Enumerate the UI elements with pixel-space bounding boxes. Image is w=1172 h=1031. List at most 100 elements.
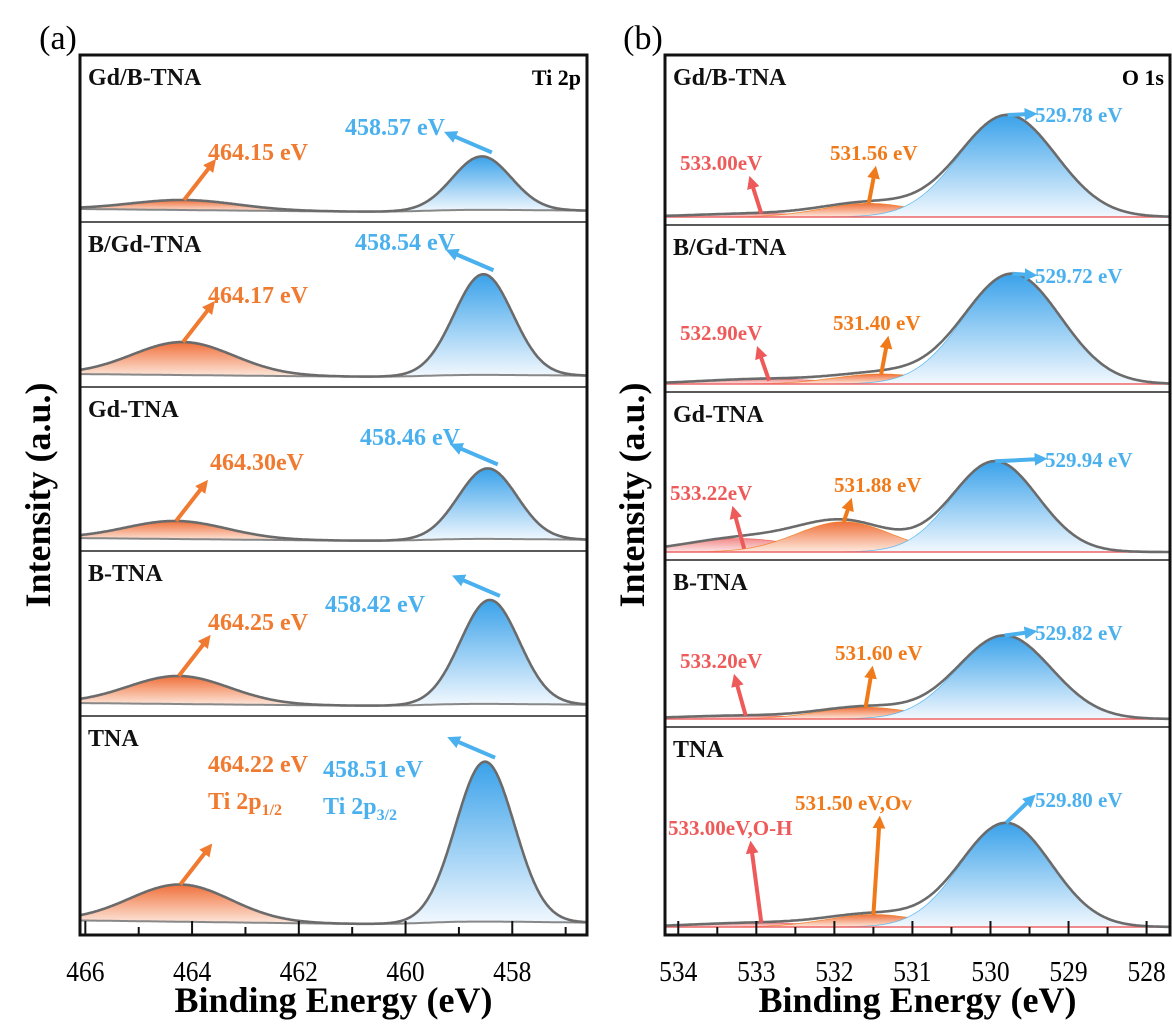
peak-arrow bbox=[1007, 107, 1038, 121]
peak-fill-ti2p12 bbox=[80, 884, 587, 924]
x-tick-label: 466 bbox=[66, 956, 104, 988]
x-tick-label: 532 bbox=[815, 956, 853, 988]
peak-label: 458.46 eV bbox=[360, 425, 461, 451]
x-tick-label: 529 bbox=[1049, 956, 1087, 988]
peak-label: 531.56 eV bbox=[830, 141, 918, 165]
peak-label: 532.90eV bbox=[680, 321, 762, 345]
peak-label: 458.57 eV bbox=[345, 115, 446, 141]
peak-arrow bbox=[866, 165, 880, 204]
x-tick-label: 458 bbox=[493, 956, 531, 988]
panel-label: (b) bbox=[623, 20, 663, 57]
envelope-line bbox=[79, 598, 588, 707]
envelope-line bbox=[664, 821, 1170, 929]
peak-arrow bbox=[449, 443, 499, 467]
envelope-line bbox=[665, 113, 1170, 218]
core-level-title: O 1s bbox=[1122, 65, 1165, 90]
sample-label: TNA bbox=[88, 726, 139, 752]
sublabel-subscript: 1/2 bbox=[262, 802, 282, 819]
x-axis-label: Binding Energy (eV) bbox=[174, 980, 492, 1020]
peak-label: 464.22 eV bbox=[208, 752, 309, 778]
plot-frame bbox=[78, 53, 589, 937]
peak-arrow bbox=[745, 840, 764, 924]
y-axis-label: Intensity (a.u.) bbox=[18, 382, 58, 607]
envelope-line bbox=[664, 272, 1170, 385]
peak-label: 464.15 eV bbox=[208, 140, 309, 166]
peak-label: 533.00eV bbox=[680, 151, 762, 175]
panel-b: (b) Gd/B-TNA 533.00eV 531.56 eV 529.78 eV B/G… bbox=[612, 20, 1172, 1020]
peak-arrow bbox=[445, 248, 495, 273]
peak-fill-ti2p12 bbox=[80, 200, 587, 212]
peak-arrow bbox=[871, 815, 886, 915]
x-tick-label: 462 bbox=[280, 956, 318, 988]
plot-frame bbox=[663, 53, 1172, 937]
sample-label: B/Gd-TNA bbox=[88, 232, 202, 258]
y-axis-label: Intensity (a.u.) bbox=[612, 382, 652, 607]
peak-arrow bbox=[747, 175, 764, 215]
spectrum-gd-tna: Gd-TNA 464.30eV 458.46 eV bbox=[79, 397, 588, 552]
peak-arrow bbox=[863, 665, 877, 708]
peak-arrow bbox=[995, 452, 1048, 466]
x-tick-label: 530 bbox=[971, 956, 1009, 988]
peak-label: 531.88 eV bbox=[834, 473, 922, 497]
peak-label: 533.20eV bbox=[680, 649, 762, 673]
peak-label: 529.80 eV bbox=[1035, 788, 1123, 812]
spectrum-b-tna: B-TNA 464.25 eV 458.42 eV bbox=[79, 561, 588, 717]
spectrum-gd-b-tna: Gd/B-TNA 533.00eV 531.56 eV 529.78 eV bbox=[664, 65, 1170, 226]
envelope-line bbox=[79, 155, 587, 213]
peak-label: 458.51 eV bbox=[323, 757, 424, 783]
peak-fill-ti2p12 bbox=[80, 342, 587, 377]
peak-label: 458.54 eV bbox=[355, 230, 456, 256]
envelope-line bbox=[79, 273, 587, 378]
envelope-line bbox=[79, 467, 588, 542]
peak-label: 531.60 eV bbox=[835, 641, 923, 665]
x-tick-label: 460 bbox=[386, 956, 424, 988]
peak-label: 531.40 eV bbox=[833, 311, 921, 335]
core-level-title: Ti 2p bbox=[532, 65, 581, 90]
spectrum-gd-tna: Gd-TNA 533.22eV 531.88 eV 529.94 eV bbox=[664, 402, 1170, 561]
peak-label: 529.78 eV bbox=[1035, 103, 1123, 127]
sample-label: B-TNA bbox=[673, 570, 748, 596]
peak-arrow bbox=[1012, 268, 1038, 281]
envelope-line bbox=[664, 459, 1170, 554]
peak-sublabel: Ti 2p1/2 bbox=[208, 789, 282, 819]
peak-label: 458.42 eV bbox=[325, 592, 426, 618]
peak-fill-ti2p12 bbox=[80, 521, 587, 541]
peak-label: 529.82 eV bbox=[1035, 621, 1123, 645]
peak-fill-ti2p32 bbox=[80, 274, 587, 377]
peak-arrow bbox=[731, 673, 748, 717]
panel-label: (a) bbox=[39, 20, 77, 57]
peak-fill-ti2p32 bbox=[80, 761, 587, 924]
peak-label: 464.30eV bbox=[210, 450, 305, 476]
peak-arrow bbox=[755, 345, 772, 382]
peak-arrow bbox=[1004, 794, 1036, 825]
peak-arrow bbox=[451, 574, 501, 598]
peak-arrow bbox=[447, 736, 496, 760]
peak-label: 529.94 eV bbox=[1045, 448, 1133, 472]
peak-label: 529.72 eV bbox=[1035, 264, 1123, 288]
sample-label: B-TNA bbox=[88, 561, 163, 587]
peak-arrow bbox=[841, 497, 854, 523]
spectrum-gd-b-tna: Gd/B-TNA 464.15 eV 458.57 eV bbox=[79, 65, 587, 223]
sample-label: B/Gd-TNA bbox=[673, 235, 787, 261]
sublabel-text: Ti 2p bbox=[208, 789, 262, 815]
sublabel-text: Ti 2p bbox=[323, 794, 377, 820]
peak-arrow bbox=[443, 131, 493, 155]
spectrum-b-gd-tna: B/Gd-TNA 532.90eV 531.40 eV 529.72 eV bbox=[664, 235, 1170, 393]
peak-label: 533.00eV,O-H bbox=[668, 816, 792, 840]
peak-arrow bbox=[879, 335, 893, 375]
sublabel-subscript: 3/2 bbox=[377, 807, 397, 824]
sample-label: TNA bbox=[673, 737, 724, 763]
peak-arrow bbox=[729, 505, 747, 550]
peak-fill-ti2p32 bbox=[80, 600, 587, 706]
peak-arrow bbox=[174, 479, 208, 523]
sample-label: Gd-TNA bbox=[673, 402, 764, 428]
sample-label: Gd/B-TNA bbox=[88, 65, 202, 91]
x-tick-label: 533 bbox=[737, 956, 775, 988]
sample-label: Gd-TNA bbox=[88, 397, 179, 423]
peak-fill-ti2p32 bbox=[80, 468, 587, 541]
peak-label: 464.25 eV bbox=[208, 610, 309, 636]
